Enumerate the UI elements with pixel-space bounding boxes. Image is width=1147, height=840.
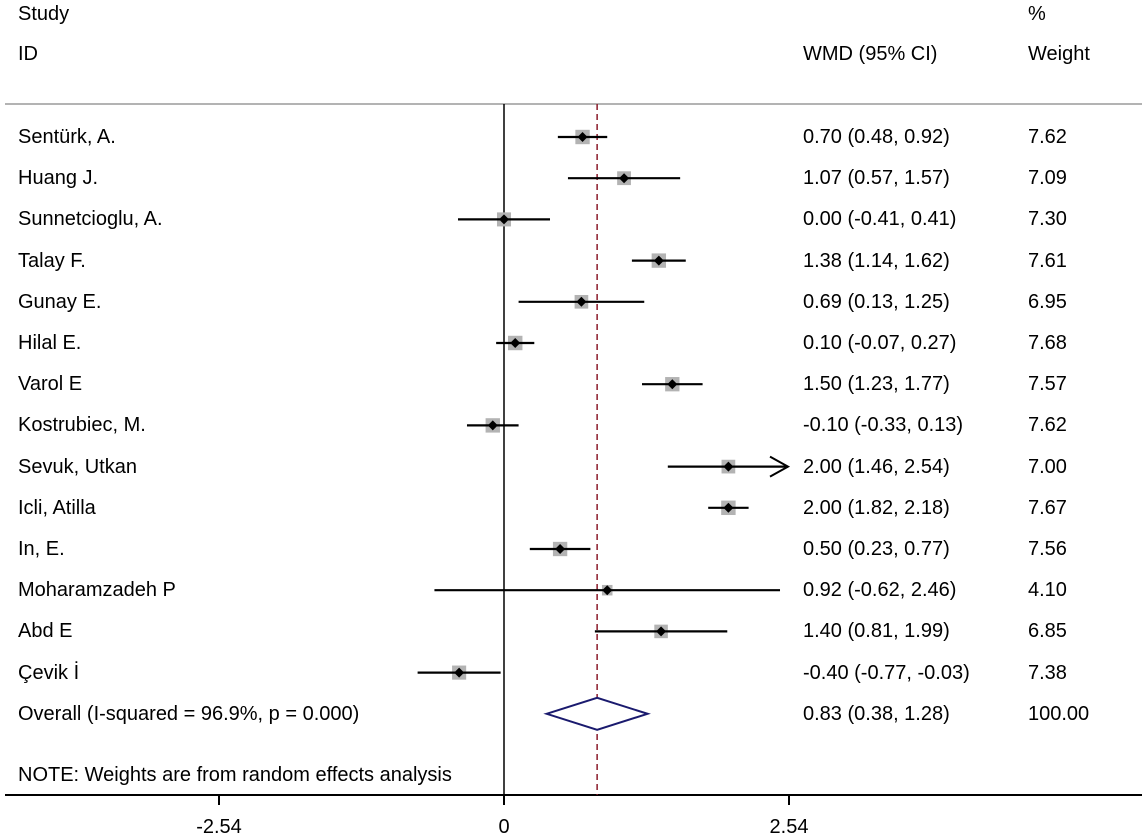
study-ci-text: 2.00 (1.46, 2.54) (803, 455, 950, 478)
point-estimate (723, 461, 734, 472)
study-weight: 6.85 (1028, 620, 1067, 643)
header-weight: Weight (1028, 43, 1090, 65)
study-weight: 7.00 (1028, 455, 1067, 478)
header-id: ID (18, 43, 38, 65)
study-label: Huang J. (18, 167, 99, 190)
study-ci-text: -0.40 (-0.77, -0.03) (803, 661, 970, 684)
point-estimate (667, 379, 678, 390)
study-ci-text: 0.50 (0.23, 0.77) (803, 538, 950, 560)
study-label: Çevik İ (18, 661, 80, 684)
point-estimate (656, 626, 667, 637)
study-weight: 4.10 (1028, 579, 1067, 602)
study-ci-text: 1.38 (1.14, 1.62) (803, 249, 950, 272)
study-weight: 7.62 (1028, 414, 1067, 437)
study-weight: 7.56 (1028, 538, 1067, 560)
study-ci-text: 1.50 (1.23, 1.77) (803, 373, 950, 396)
study-label: Abd E (18, 620, 73, 643)
overall-weight: 100.00 (1028, 702, 1090, 725)
study-label: Icli, Atilla (18, 496, 96, 519)
study-ci-text: 0.70 (0.48, 0.92) (803, 126, 950, 148)
study-ci-text: 0.69 (0.13, 1.25) (803, 290, 950, 313)
overall-diamond (543, 696, 651, 731)
point-estimate (454, 667, 465, 678)
study-weight: 6.95 (1028, 290, 1067, 313)
point-estimate (577, 132, 588, 142)
point-estimate (653, 255, 664, 266)
study-weight: 7.67 (1028, 496, 1067, 519)
footnote: NOTE: Weights are from random effects an… (18, 764, 452, 786)
study-label: Kostrubiec, M. (18, 414, 146, 437)
study-weight: 7.30 (1028, 208, 1067, 231)
point-estimate (510, 338, 521, 348)
study-ci-text: 0.10 (-0.07, 0.27) (803, 332, 957, 354)
point-estimate (602, 585, 613, 596)
study-label: In, E. (18, 538, 65, 560)
study-ci-text: 0.92 (-0.62, 2.46) (803, 579, 957, 602)
study-ci-text: 1.40 (0.81, 1.99) (803, 620, 950, 643)
point-estimate (576, 296, 587, 307)
x-tick-label: 0 (498, 816, 510, 838)
study-label: Moharamzadeh P (18, 579, 176, 602)
study-ci-text: 2.00 (1.82, 2.18) (803, 496, 950, 519)
study-label: Sunnetcioglu, A. (18, 208, 163, 231)
header-study: Study (18, 3, 70, 25)
study-ci-text: -0.10 (-0.33, 0.13) (803, 414, 964, 437)
overall-ci-text: 0.83 (0.38, 1.28) (803, 702, 950, 725)
study-label: Sentürk, A. (18, 126, 116, 148)
x-tick-label: -2.54 (196, 816, 242, 838)
study-label: Hilal E. (18, 332, 82, 354)
study-weight: 7.57 (1028, 373, 1067, 396)
study-weight: 7.38 (1028, 661, 1067, 684)
study-ci-text: 1.07 (0.57, 1.57) (803, 167, 950, 190)
point-estimate (723, 502, 734, 513)
point-estimate (619, 173, 630, 184)
study-weight: 7.62 (1028, 126, 1067, 148)
overall-label: Overall (I-squared = 96.9%, p = 0.000) (18, 702, 360, 725)
study-ci-text: 0.00 (-0.41, 0.41) (803, 208, 957, 231)
header-percent: % (1028, 3, 1046, 25)
x-tick-label: 2.54 (769, 816, 809, 838)
point-estimate (499, 214, 509, 225)
point-estimate (555, 544, 566, 554)
study-label: Talay F. (18, 249, 86, 272)
study-weight: 7.09 (1028, 167, 1067, 190)
study-label: Sevuk, Utkan (18, 455, 137, 478)
study-label: Gunay E. (18, 290, 102, 313)
study-weight: 7.68 (1028, 332, 1067, 354)
point-estimate (487, 420, 498, 431)
header-effect-label: WMD (95% CI) (803, 43, 938, 65)
study-weight: 7.61 (1028, 249, 1067, 272)
study-label: Varol E (18, 373, 83, 396)
